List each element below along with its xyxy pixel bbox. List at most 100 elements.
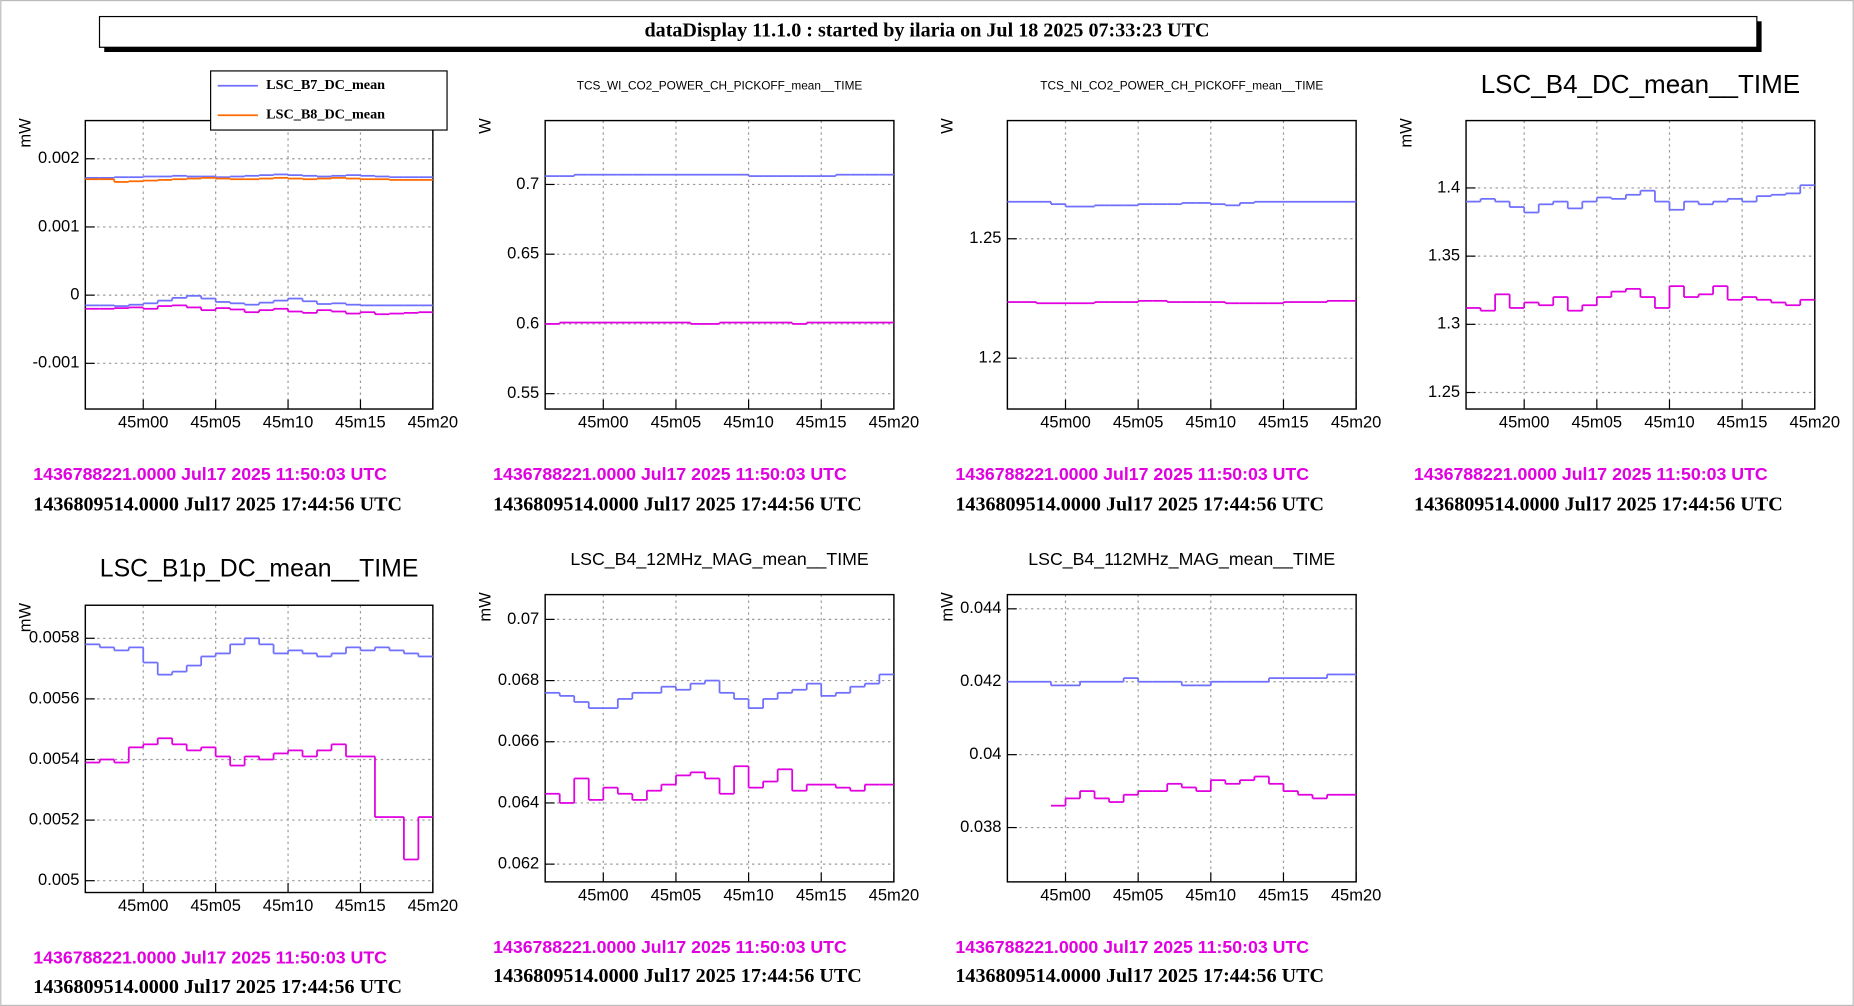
plot-area (545, 120, 894, 410)
x-tick-label: 45m10 (1186, 885, 1237, 904)
plot-frame (1006, 119, 1357, 410)
chart-title: LSC_B4_12MHz_MAG_mean__TIME (570, 549, 869, 570)
y-tick-label: 1.3 (1437, 314, 1460, 333)
x-tick-label: 45m10 (263, 413, 314, 432)
x-tick-label: 45m20 (408, 413, 459, 432)
timestamp: 1436788221.0000 Jul17 2025 11:50:03 UTC (493, 464, 847, 484)
y-tick-label: 1.2 (978, 348, 1001, 367)
x-tick-label: 45m10 (263, 896, 314, 915)
timestamp: 1436788221.0000 Jul17 2025 11:50:03 UTC (955, 937, 1309, 957)
y-tick-label: 0.002 (38, 148, 79, 167)
y-tick-label: 1.35 (1428, 246, 1460, 265)
x-tick-label: 45m00 (1040, 413, 1091, 432)
x-tick-label: 45m20 (1331, 413, 1382, 432)
plot-area (1007, 120, 1357, 410)
timestamp: 1436809514.0000 Jul17 2025 17:44:56 UTC (493, 494, 862, 516)
y-tick-label: 0.062 (498, 854, 539, 873)
header-box (98, 15, 1758, 48)
x-tick-label: 45m00 (118, 896, 169, 915)
x-tick-label: 45m00 (1499, 413, 1550, 432)
y-axis-label: W (938, 118, 957, 134)
y-tick-label: 0.066 (498, 731, 539, 750)
y-axis-label: mW (1396, 118, 1415, 148)
x-tick-label: 45m10 (1644, 413, 1695, 432)
plot-frame (1006, 593, 1357, 883)
chart-title: TCS_NI_CO2_POWER_CH_PICKOFF_mean__TIME (1040, 78, 1323, 92)
y-axis-label: mW (475, 592, 494, 622)
chart-title: LSC_B4_DC_mean__TIME (1481, 69, 1800, 99)
timestamp: 1436809514.0000 Jul17 2025 17:44:56 UTC (33, 494, 402, 516)
y-tick-label: 0.65 (507, 244, 539, 263)
x-tick-label: 45m15 (335, 413, 386, 432)
y-tick-label: 0 (70, 285, 79, 304)
y-tick-label: 0.6 (516, 313, 539, 332)
plot-area (545, 594, 894, 882)
x-tick-label: 45m00 (578, 413, 629, 432)
x-tick-label: 45m20 (869, 413, 920, 432)
header-title: dataDisplay 11.1.0 : started by ilaria o… (644, 20, 1209, 42)
y-tick-label: 1.25 (1428, 382, 1460, 401)
plot-frame (544, 593, 895, 883)
y-tick-label: 0.04 (969, 744, 1001, 763)
x-tick-label: 45m00 (1040, 885, 1091, 904)
y-tick-label: 0.0058 (29, 628, 80, 647)
chart-title: LSC_B1p_DC_mean__TIME (100, 555, 419, 582)
x-tick-label: 45m20 (869, 885, 920, 904)
x-tick-label: 45m05 (651, 885, 702, 904)
legend-box (210, 70, 448, 131)
timestamp: 1436788221.0000 Jul17 2025 11:50:03 UTC (493, 937, 847, 957)
y-tick-label: 0.001 (38, 216, 79, 235)
y-tick-label: 0.07 (507, 609, 539, 628)
x-tick-label: 45m15 (1258, 413, 1309, 432)
y-tick-label: 0.55 (507, 383, 539, 402)
y-axis-label: mW (16, 118, 35, 148)
y-tick-label: 0.042 (960, 671, 1001, 690)
plot-area (1007, 594, 1357, 882)
x-tick-label: 45m05 (190, 896, 241, 915)
timestamp: 1436809514.0000 Jul17 2025 17:44:56 UTC (1414, 494, 1783, 516)
y-tick-label: 1.25 (969, 228, 1001, 247)
x-tick-label: 45m20 (1790, 413, 1841, 432)
x-tick-label: 45m15 (796, 885, 847, 904)
x-tick-label: 45m10 (723, 885, 774, 904)
timestamp: 1436788221.0000 Jul17 2025 11:50:03 UTC (33, 464, 387, 484)
plot-frame (84, 604, 434, 894)
legend-label: LSC_B8_DC_mean (266, 107, 385, 123)
y-tick-label: -0.001 (33, 353, 80, 372)
x-tick-label: 45m05 (1572, 413, 1623, 432)
legend-label: LSC_B7_DC_mean (266, 77, 385, 93)
y-axis-label: mW (16, 602, 35, 632)
chart-title: TCS_WI_CO2_POWER_CH_PICKOFF_mean__TIME (577, 78, 863, 92)
x-tick-label: 45m00 (118, 413, 169, 432)
x-tick-label: 45m15 (796, 413, 847, 432)
timestamp: 1436788221.0000 Jul17 2025 11:50:03 UTC (33, 947, 387, 967)
x-tick-label: 45m20 (408, 896, 459, 915)
plot-area (1466, 120, 1815, 410)
y-axis-label: mW (938, 592, 957, 622)
plot-area (85, 605, 433, 893)
x-tick-label: 45m15 (335, 896, 386, 915)
x-tick-label: 45m05 (1113, 885, 1164, 904)
plot-frame (1465, 119, 1816, 410)
plot-area (85, 120, 433, 410)
timestamp: 1436788221.0000 Jul17 2025 11:50:03 UTC (1414, 464, 1768, 484)
y-tick-label: 0.0056 (29, 688, 80, 707)
x-tick-label: 45m05 (190, 413, 241, 432)
y-tick-label: 0.064 (498, 792, 539, 811)
x-tick-label: 45m05 (651, 413, 702, 432)
x-tick-label: 45m15 (1717, 413, 1768, 432)
timestamp: 1436809514.0000 Jul17 2025 17:44:56 UTC (493, 965, 862, 987)
x-tick-label: 45m20 (1331, 885, 1382, 904)
x-tick-label: 45m05 (1113, 413, 1164, 432)
x-tick-label: 45m15 (1258, 885, 1309, 904)
x-tick-label: 45m10 (1186, 413, 1237, 432)
y-tick-label: 0.005 (38, 870, 79, 889)
y-tick-label: 0.068 (498, 670, 539, 689)
y-tick-label: 0.0052 (29, 809, 80, 828)
timestamp: 1436809514.0000 Jul17 2025 17:44:56 UTC (33, 976, 402, 998)
y-tick-label: 0.038 (960, 817, 1001, 836)
x-tick-label: 45m00 (578, 885, 629, 904)
chart-title: LSC_B4_112MHz_MAG_mean__TIME (1028, 549, 1335, 570)
timestamp: 1436788221.0000 Jul17 2025 11:50:03 UTC (955, 464, 1309, 484)
